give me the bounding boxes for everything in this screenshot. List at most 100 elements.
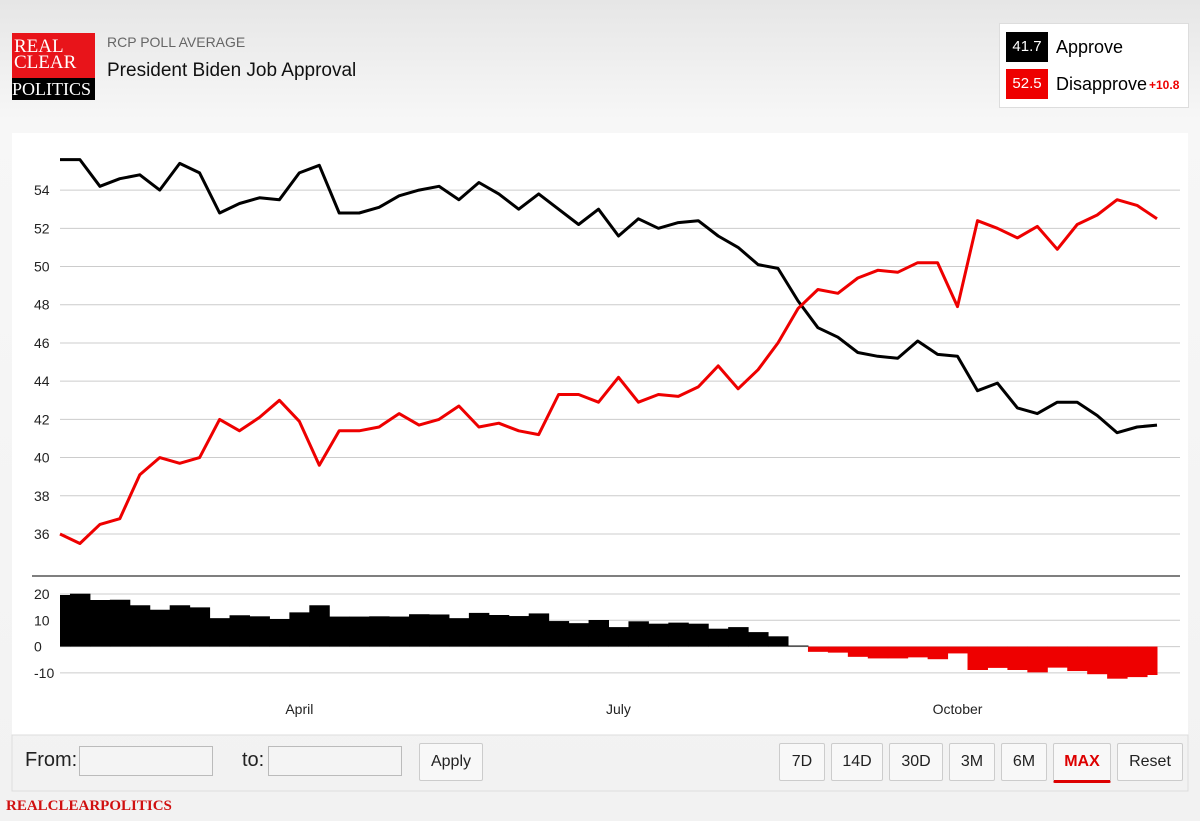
spread-bar bbox=[1067, 646, 1088, 672]
logo-line: POLITICS bbox=[12, 78, 95, 100]
logo: REAL CLEAR POLITICS bbox=[12, 33, 95, 100]
spread-bar bbox=[528, 613, 550, 647]
logo-line: CLEAR bbox=[14, 52, 77, 73]
plot-background bbox=[12, 133, 1188, 735]
spread-bar bbox=[768, 636, 789, 647]
spread-bar bbox=[867, 646, 889, 659]
from-input[interactable] bbox=[79, 746, 213, 776]
spread-bar bbox=[389, 616, 410, 647]
x-tick-label: October bbox=[933, 701, 983, 717]
spread-bar bbox=[1127, 646, 1148, 678]
to-input[interactable] bbox=[268, 746, 402, 776]
spread-bar bbox=[927, 646, 949, 660]
spread-bar bbox=[289, 612, 310, 647]
spread-bar bbox=[1027, 646, 1048, 673]
y-tick-label: -10 bbox=[34, 665, 54, 681]
spread-bar bbox=[947, 646, 969, 654]
summary-value: 52.5 bbox=[1006, 69, 1048, 99]
spread-bar bbox=[568, 623, 590, 647]
spread-bar bbox=[309, 605, 330, 647]
spread-bar bbox=[149, 609, 171, 647]
y-tick-label: 40 bbox=[34, 450, 50, 466]
spread-bar bbox=[1147, 646, 1158, 675]
spread-bar bbox=[508, 616, 530, 647]
y-tick-label: 42 bbox=[34, 411, 50, 427]
spread-bar bbox=[648, 623, 669, 647]
spread-bar bbox=[269, 618, 290, 647]
y-tick-label: 20 bbox=[34, 586, 50, 602]
spread-bar bbox=[448, 618, 470, 647]
spread-bar bbox=[229, 615, 250, 647]
spread-bar bbox=[1107, 646, 1128, 679]
spread-bar bbox=[1047, 646, 1068, 668]
y-tick-label: 36 bbox=[34, 526, 50, 542]
series-line bbox=[59, 198, 1158, 545]
from-label: From: bbox=[25, 749, 78, 771]
range-button[interactable]: 6M bbox=[1001, 743, 1047, 781]
spread-bar bbox=[668, 622, 689, 647]
y-tick-label: 10 bbox=[34, 612, 50, 628]
to-label: to: bbox=[242, 749, 265, 771]
spread-bar bbox=[129, 605, 151, 647]
title: President Biden Job Approval bbox=[107, 60, 357, 81]
spread-bar bbox=[588, 620, 609, 647]
range-button[interactable]: 7D bbox=[779, 743, 825, 781]
spread-bar bbox=[169, 605, 191, 647]
apply-button[interactable]: Apply bbox=[419, 743, 483, 781]
spread-bar bbox=[688, 623, 709, 647]
y-tick-label: 50 bbox=[34, 259, 50, 275]
range-button[interactable]: Reset bbox=[1117, 743, 1183, 781]
range-button[interactable]: 3M bbox=[949, 743, 995, 781]
spread-bar bbox=[409, 614, 430, 647]
spread-bar bbox=[807, 646, 829, 652]
logo-line: REAL bbox=[14, 36, 64, 57]
spread-bar bbox=[907, 646, 929, 658]
spread-bar bbox=[1087, 646, 1108, 675]
spread-bar bbox=[748, 632, 769, 647]
y-tick-label: 48 bbox=[34, 297, 50, 313]
spread-bar bbox=[249, 616, 270, 647]
spread-bar bbox=[209, 618, 231, 647]
spread-bar bbox=[1007, 646, 1028, 670]
spread-bar bbox=[548, 621, 570, 647]
spread-bar bbox=[468, 612, 490, 647]
spread-bar bbox=[887, 646, 909, 659]
spread-bar bbox=[708, 628, 729, 647]
spread-bar bbox=[847, 646, 869, 657]
spread-bar bbox=[60, 595, 71, 647]
y-tick-label: 44 bbox=[34, 373, 50, 389]
spread-bar bbox=[349, 616, 370, 647]
y-tick-label: 52 bbox=[34, 220, 50, 236]
spread-bar bbox=[987, 646, 1008, 668]
footer: REALCLEARPOLITICS bbox=[6, 798, 172, 814]
spread-bar bbox=[428, 614, 450, 647]
spread-bar bbox=[608, 627, 629, 647]
spread-label: +10.8 bbox=[1149, 78, 1180, 92]
spread-bar bbox=[788, 645, 809, 647]
spread-bar bbox=[109, 599, 131, 647]
summary: 41.7 Approve 52.5 Disapprove +10.8 bbox=[999, 23, 1189, 108]
spread-bar bbox=[628, 621, 649, 647]
y-tick-label: 0 bbox=[34, 639, 42, 655]
summary-label: Disapprove bbox=[1056, 74, 1148, 94]
spread-bar bbox=[369, 616, 390, 647]
series-line bbox=[60, 158, 1158, 435]
spread-bar bbox=[89, 600, 111, 647]
range-button[interactable]: MAX bbox=[1053, 743, 1111, 783]
x-tick-label: April bbox=[285, 701, 313, 717]
range-button[interactable]: 14D bbox=[831, 743, 883, 781]
y-tick-label: 54 bbox=[34, 182, 50, 198]
spread-bar bbox=[329, 616, 350, 647]
spread-bar bbox=[69, 593, 91, 647]
y-tick-label: 46 bbox=[34, 335, 50, 351]
spread-bar bbox=[967, 646, 988, 670]
summary-label: Approve bbox=[1056, 37, 1124, 57]
kicker: RCP POLL AVERAGE bbox=[107, 34, 246, 50]
range-button[interactable]: 30D bbox=[889, 743, 943, 781]
x-tick-label: July bbox=[606, 701, 631, 717]
spread-bar bbox=[488, 615, 510, 647]
y-tick-label: 38 bbox=[34, 488, 50, 504]
summary-value: 41.7 bbox=[1006, 32, 1048, 62]
